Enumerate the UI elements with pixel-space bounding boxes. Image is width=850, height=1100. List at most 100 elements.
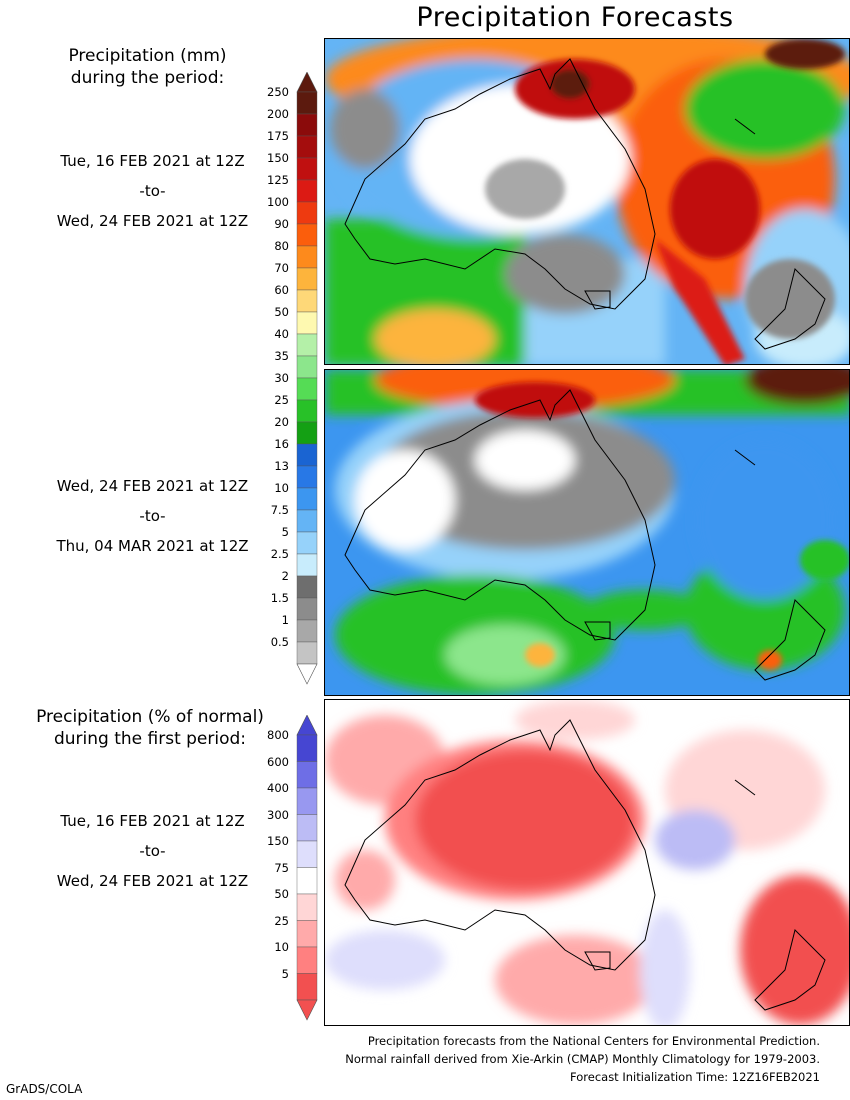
period2-sep: -to- [139, 507, 166, 525]
pct-legend-swatch [296, 840, 318, 868]
footer-line-init-time: Forecast Initialization Time: 12Z16FEB20… [570, 1070, 820, 1084]
period1-from: Tue, 16 FEB 2021 at 12Z [60, 152, 245, 170]
period2-to: Thu, 04 MAR 2021 at 12Z [56, 537, 249, 555]
pct-legend-swatch [296, 973, 318, 1001]
footer-notes: Precipitation forecasts from the Nationa… [345, 1032, 820, 1086]
pct-legend-tick-label: 75 [274, 860, 289, 875]
mm-legend-tick-label: 1.5 [270, 591, 289, 605]
mm-legend-tick-label: 35 [274, 349, 289, 363]
mm-legend-swatch [296, 201, 318, 225]
mm-legend-tick-label: 25 [274, 393, 289, 407]
period3-from: Tue, 16 FEB 2021 at 12Z [60, 812, 245, 830]
pct-legend-top-arrow [296, 715, 318, 736]
mm-legend-tick-label: 2 [281, 569, 289, 583]
legend-mm-heading: Precipitation (mm) during the period: [45, 45, 250, 89]
mm-legend-swatch [296, 509, 318, 533]
mm-legend-swatch [296, 91, 318, 115]
mm-legend-swatch [296, 597, 318, 621]
mm-legend-swatch [296, 289, 318, 313]
mm-legend-swatch [296, 355, 318, 379]
mm-legend-swatch [296, 641, 318, 665]
mm-legend-tick-label: 250 [267, 85, 289, 99]
pct-legend-swatch [296, 787, 318, 815]
mm-legend-tick-label: 70 [274, 261, 289, 275]
pct-legend-swatch [296, 920, 318, 948]
period1-to: Wed, 24 FEB 2021 at 12Z [56, 212, 249, 230]
mm-legend-swatch [296, 421, 318, 445]
pct-legend-swatch [296, 946, 318, 974]
mm-legend-swatch [296, 267, 318, 291]
mm-legend-swatch [296, 465, 318, 489]
mm-legend-swatch [296, 179, 318, 203]
pct-legend-tick-label: 50 [274, 887, 289, 901]
period2-from: Wed, 24 FEB 2021 at 12Z [56, 477, 249, 495]
pct-legend-tick-label: 10 [274, 940, 289, 954]
pct-legend-tick-label: 600 [267, 754, 289, 769]
mm-legend-tick-label: 0.5 [270, 635, 289, 649]
mm-legend-tick-label: 200 [267, 107, 289, 121]
mm-legend-tick-label: 80 [274, 239, 289, 253]
grads-credit: GrADS/COLA [6, 1082, 83, 1096]
pct-legend-swatch [296, 867, 318, 895]
footer-line-normal: Normal rainfall derived from Xie-Arkin (… [345, 1052, 820, 1066]
mm-legend-tick-label: 5 [281, 525, 289, 539]
mm-legend-tick-label: 30 [274, 371, 289, 385]
forecast-map-period2 [324, 369, 850, 696]
mm-legend-swatch [296, 531, 318, 555]
mm-legend-tick-label: 13 [274, 459, 289, 473]
mm-legend-swatch [296, 443, 318, 467]
mm-legend-tick-label: 90 [274, 217, 289, 231]
mm-legend-tick-label: 100 [267, 195, 289, 209]
percent-normal-map-period1 [324, 699, 850, 1026]
pct-legend-swatch [296, 893, 318, 921]
mm-legend-swatch [296, 553, 318, 577]
mm-legend-swatch [296, 399, 318, 423]
pct-legend-tick-label: 25 [274, 913, 289, 928]
legend-mm-heading-line1: Precipitation (mm) [68, 46, 227, 66]
footer-line-source: Precipitation forecasts from the Nationa… [367, 1034, 820, 1048]
mm-legend-tick-label: 16 [274, 437, 289, 451]
pct-legend-swatch [296, 761, 318, 789]
pct-legend-tick-label: 800 [267, 728, 289, 742]
pct-legend-swatch [296, 814, 318, 842]
precip-mm-colorbar [296, 72, 318, 685]
legend-pct-heading: Precipitation (% of normal) during the f… [10, 706, 290, 750]
pct-legend-tick-label: 150 [267, 834, 289, 848]
mm-legend-swatch [296, 135, 318, 159]
period1-sep: -to- [139, 182, 166, 200]
mm-legend-swatch [296, 377, 318, 401]
pct-legend-tick-label: 400 [267, 781, 289, 795]
forecast-map-period1 [324, 38, 850, 365]
period3-to: Wed, 24 FEB 2021 at 12Z [56, 872, 249, 890]
mm-legend-swatch [296, 113, 318, 137]
mm-legend-swatch [296, 245, 318, 269]
pct-legend-bottom-arrow [296, 999, 318, 1021]
mm-legend-tick-label: 150 [267, 151, 289, 165]
pct-legend-swatch [296, 734, 318, 762]
mm-legend-tick-label: 7.5 [270, 503, 289, 517]
mm-legend-swatch [296, 223, 318, 247]
page-title: Precipitation Forecasts [416, 2, 734, 33]
mm-legend-tick-label: 1 [281, 613, 289, 627]
mm-legend-tick-label: 10 [274, 481, 289, 495]
pct-legend-tick-label: 5 [281, 966, 289, 981]
mm-legend-swatch [296, 575, 318, 599]
mm-legend-bottom-arrow [296, 663, 318, 685]
mm-legend-swatch [296, 487, 318, 511]
mm-legend-tick-label: 40 [274, 327, 289, 341]
legend-pct-heading-line1: Precipitation (% of normal) [36, 707, 264, 727]
mm-legend-swatch [296, 311, 318, 335]
legend-pct-heading-line2: during the first period: [53, 729, 247, 749]
mm-legend-top-arrow [296, 72, 318, 93]
precip-pct-colorbar [296, 715, 318, 1021]
mm-legend-swatch [296, 157, 318, 181]
legend-mm-heading-line2: during the period: [70, 68, 225, 88]
mm-legend-swatch [296, 619, 318, 643]
mm-legend-swatch [296, 333, 318, 357]
pct-legend-tick-label: 300 [267, 807, 289, 822]
mm-legend-tick-label: 60 [274, 283, 289, 297]
mm-legend-tick-label: 20 [274, 415, 289, 429]
mm-legend-tick-label: 175 [267, 129, 289, 143]
mm-legend-tick-label: 50 [274, 305, 289, 319]
period3-sep: -to- [139, 842, 166, 860]
